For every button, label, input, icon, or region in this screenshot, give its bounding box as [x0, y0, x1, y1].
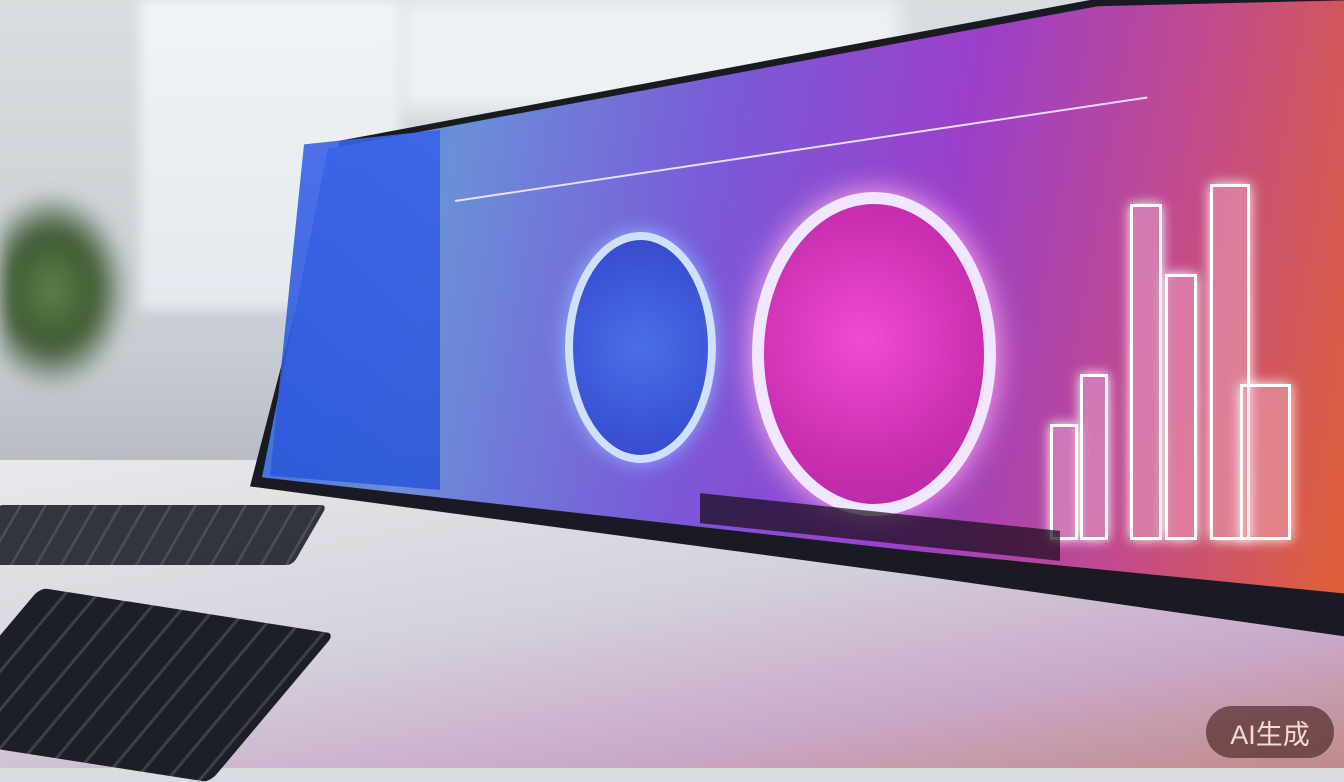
- bar: [1080, 374, 1108, 540]
- bar-chart-graphic: [1040, 180, 1300, 540]
- laptop-keyboard-far: [0, 505, 328, 565]
- bar: [1210, 184, 1250, 540]
- donut-chart-blue: [565, 232, 716, 463]
- bar: [1165, 274, 1197, 540]
- ai-generated-watermark: AI生成: [1206, 706, 1334, 758]
- bar: [1050, 424, 1078, 540]
- background-plant: [0, 190, 130, 390]
- bar: [1130, 204, 1162, 540]
- donut-chart-magenta: [752, 192, 996, 516]
- bar: [1240, 384, 1291, 540]
